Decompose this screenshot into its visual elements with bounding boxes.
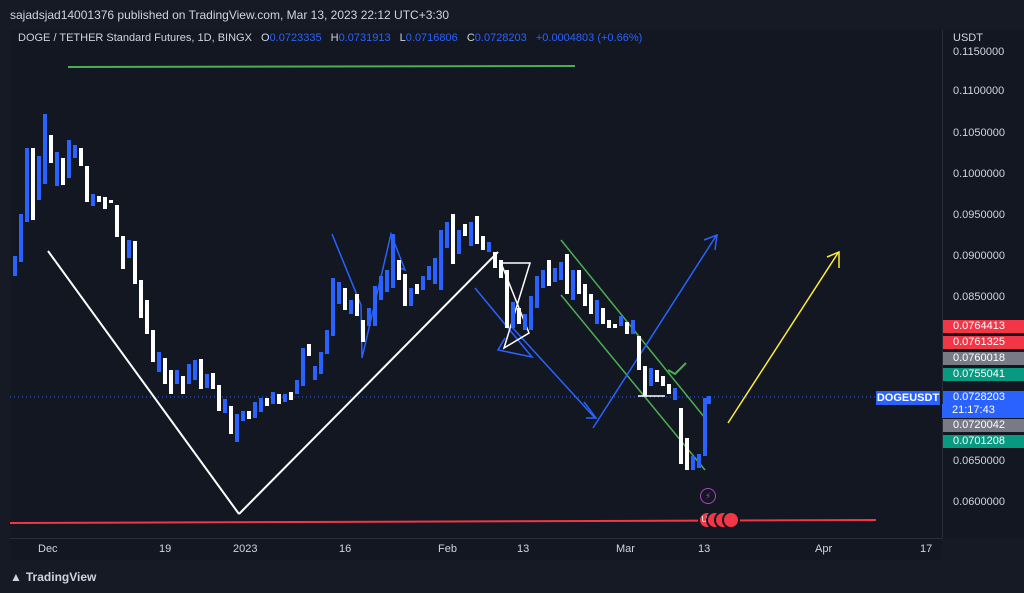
event-badge-icon[interactable] [722, 511, 740, 529]
white-trendline-down [47, 250, 240, 515]
time-tick: Feb [438, 543, 457, 555]
symbol-name[interactable]: DOGE / TETHER Standard Futures, 1D, BING… [18, 32, 252, 44]
price-tag: 0.0755041 [943, 368, 1024, 381]
header-bar: sajadsjad14001376 published on TradingVi… [0, 0, 1024, 30]
blue-arrow-up [592, 235, 717, 429]
footer: ▲ TradingView [0, 560, 1024, 593]
time-axis[interactable]: Dec 19 2023 16 Feb 13 Mar 13 Apr 17 [10, 538, 942, 561]
time-tick: Apr [815, 543, 833, 555]
white-trendline-up [238, 251, 499, 515]
green-resistance-line [67, 65, 576, 68]
brand-name: TradingView [25, 570, 97, 584]
price-tag: 0.0720042 [943, 419, 1024, 432]
price-tick: 0.0650000 [953, 455, 1005, 467]
price-tag: 0.0760018 [943, 352, 1024, 365]
price-tick: 0.0950000 [953, 209, 1005, 221]
time-tick: Mar [616, 543, 635, 555]
blue-arrow-down [509, 324, 596, 419]
price-tick: 0.1050000 [953, 127, 1005, 139]
time-tick: 16 [339, 543, 352, 555]
red-support-line [9, 519, 877, 524]
events-badges[interactable]: US [698, 511, 740, 529]
open-value: 0.0723335 [269, 32, 322, 44]
publisher-text: sajadsjad14001376 published on TradingVi… [10, 8, 450, 22]
symbol-legend: DOGE / TETHER Standard Futures, 1D, BING… [18, 32, 642, 44]
change-value: +0.0004803 (+0.66%) [535, 32, 643, 44]
price-tick: 0.1150000 [953, 46, 1005, 58]
high-value: 0.0731913 [338, 32, 391, 44]
tradingview-logo-icon: ▲ [10, 570, 22, 584]
chart-canvas [9, 65, 942, 524]
low-value: 0.0716806 [405, 32, 458, 44]
price-tag: 0.0764413 [943, 320, 1024, 333]
price-tag: 0.0701208 [943, 435, 1024, 448]
price-tick: 0.0900000 [953, 250, 1005, 262]
time-tick: 13 [698, 543, 711, 555]
time-tick: Dec [38, 543, 58, 555]
price-axis[interactable]: USDT 0.1150000 0.1100000 0.1050000 0.100… [942, 30, 1024, 538]
price-tick: 0.0850000 [953, 291, 1005, 303]
price-tag: 0.0761325 [943, 336, 1024, 349]
chart-pane[interactable]: ⚡ US [9, 30, 942, 538]
time-tick: 17 [920, 543, 933, 555]
symbol-price-label: DOGEUSDT [876, 391, 940, 405]
currency-label: USDT [953, 32, 983, 44]
price-tick: 0.1100000 [953, 85, 1005, 97]
candles [13, 114, 711, 470]
open-label: O [261, 32, 270, 44]
low-label: L [399, 32, 406, 44]
time-tick: 19 [159, 543, 172, 555]
time-tick: 13 [517, 543, 530, 555]
price-tick: 0.0600000 [953, 496, 1005, 508]
yellow-arrow-up [727, 252, 839, 424]
time-tick: 2023 [233, 543, 258, 555]
tradingview-brand[interactable]: ▲ TradingView [10, 570, 96, 584]
last-price-tag: 0.0728203 [943, 391, 1024, 404]
close-value: 0.0728203 [474, 32, 527, 44]
bar-countdown: 21:17:43 [952, 404, 995, 416]
countdown-bg [942, 404, 1024, 418]
lightning-icon[interactable]: ⚡ [700, 488, 716, 504]
price-tick: 0.1000000 [953, 168, 1005, 180]
close-label: C [466, 32, 475, 44]
high-label: H [330, 32, 339, 44]
